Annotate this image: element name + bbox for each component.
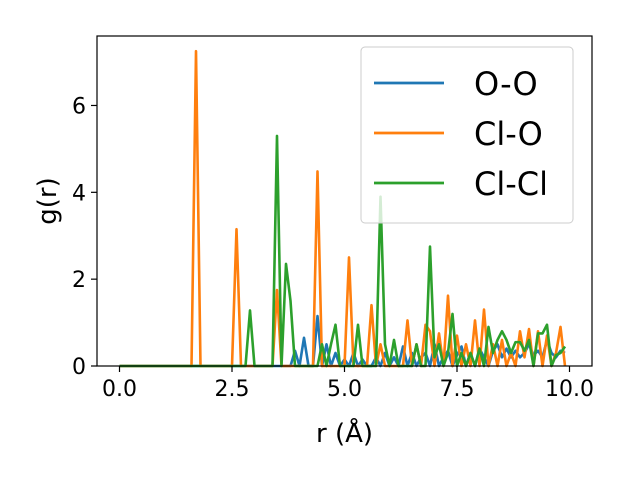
y-tick-label: 4 (72, 181, 86, 206)
x-axis-label: r (Å) (316, 417, 373, 449)
x-tick-label: 0.0 (102, 377, 137, 402)
x-tick-label: 10.0 (545, 377, 594, 402)
x-tick-label: 5.0 (327, 377, 362, 402)
y-tick-label: 2 (72, 268, 86, 293)
legend-label: Cl-O (474, 115, 543, 153)
legend-box (360, 46, 574, 224)
legend: O-O Cl-O Cl-Cl (360, 46, 574, 224)
x-tick-label: 2.5 (215, 377, 250, 402)
x-tick-label: 7.5 (440, 377, 475, 402)
axis-ticks: 0.0 2.5 5.0 7.5 10.0 0 2 4 6 (72, 94, 594, 402)
legend-label: Cl-Cl (474, 165, 548, 203)
legend-label: O-O (474, 65, 538, 103)
y-axis-label: g(r) (33, 177, 63, 224)
y-tick-label: 6 (72, 94, 86, 119)
y-tick-label: 0 (72, 355, 86, 380)
